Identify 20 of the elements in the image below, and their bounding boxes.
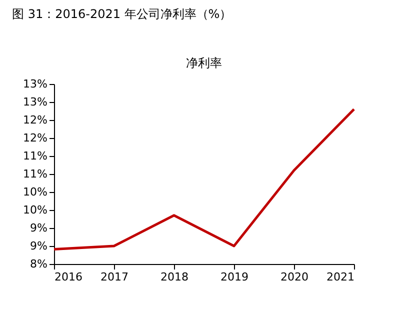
x-tick-label: 2016 <box>54 270 82 284</box>
x-tick-label: 2017 <box>100 270 128 284</box>
y-tick-label: 9% <box>30 222 48 234</box>
chart-subtitle: 净利率 <box>186 56 222 70</box>
y-tick-label: 10% <box>23 204 48 216</box>
y-tick-label: 12% <box>23 132 48 144</box>
y-tick-label: 9% <box>30 240 48 252</box>
y-tick-label: 8% <box>30 258 48 270</box>
x-tick-label: 2019 <box>220 270 248 284</box>
y-tick-label: 11% <box>23 150 48 162</box>
x-tick-label: 2020 <box>280 270 308 284</box>
y-tick-label: 13% <box>23 96 48 108</box>
y-tick-label: 10% <box>23 186 48 198</box>
y-tick-label: 13% <box>23 78 48 90</box>
y-tick-label: 12% <box>23 114 48 126</box>
chart-title: 图 31：2016-2021 年公司净利率（%） <box>12 7 232 21</box>
y-tick-label: 11% <box>23 168 48 180</box>
x-tick-label: 2021 <box>326 270 354 284</box>
line-series <box>52 108 356 250</box>
x-tick-label: 2018 <box>160 270 188 284</box>
